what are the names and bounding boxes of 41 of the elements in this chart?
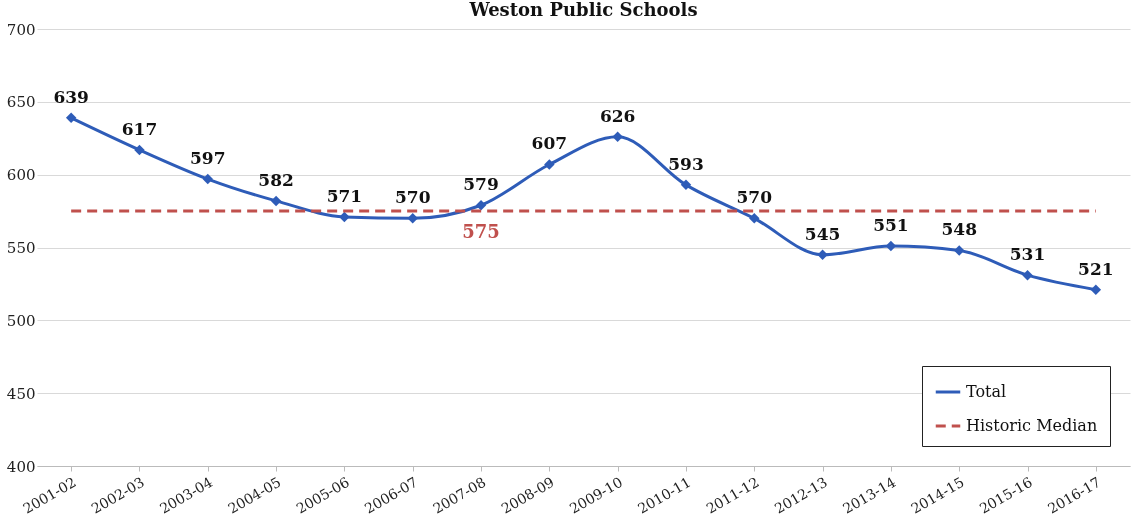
data-label: 548 xyxy=(941,219,977,240)
point xyxy=(953,245,965,256)
chart-title: Weston Public Schools xyxy=(468,0,698,20)
point xyxy=(134,144,145,156)
data-label: 551 xyxy=(873,215,909,236)
point xyxy=(65,112,77,124)
point xyxy=(475,200,487,211)
data-label: 545 xyxy=(804,223,841,244)
data-label: 571 xyxy=(326,185,363,206)
data-label: 639 xyxy=(53,86,89,107)
point xyxy=(680,179,692,191)
y-tick-label: 400 xyxy=(6,457,36,476)
point xyxy=(544,159,555,170)
point xyxy=(612,131,623,143)
data-label: 570 xyxy=(736,187,773,208)
data-label: 597 xyxy=(190,148,226,169)
data-label: 617 xyxy=(121,118,158,139)
data-label: 570 xyxy=(394,187,431,208)
data-label: 607 xyxy=(531,133,568,154)
point xyxy=(202,173,214,185)
point xyxy=(749,213,760,224)
y-tick-label: 600 xyxy=(6,166,36,185)
point xyxy=(1022,269,1033,281)
point xyxy=(1090,284,1102,295)
point xyxy=(817,249,828,261)
y-tick-label: 450 xyxy=(6,384,36,403)
point xyxy=(407,213,418,224)
data-label: 575 xyxy=(462,221,500,243)
y-tick-label: 500 xyxy=(6,311,36,330)
data-label: 593 xyxy=(668,153,704,174)
y-tick-label: 550 xyxy=(6,239,36,257)
point xyxy=(270,195,282,207)
legend-label: Total xyxy=(966,382,1007,401)
data-label: 531 xyxy=(1009,244,1046,265)
data-label: 521 xyxy=(1078,258,1114,279)
data-label: 626 xyxy=(599,105,636,126)
data-label: 582 xyxy=(258,169,294,190)
data-label: 579 xyxy=(463,174,499,195)
legend-label: Historic Median xyxy=(966,416,1098,435)
y-tick-label: 650 xyxy=(6,93,36,112)
y-tick-label: 700 xyxy=(6,20,36,39)
